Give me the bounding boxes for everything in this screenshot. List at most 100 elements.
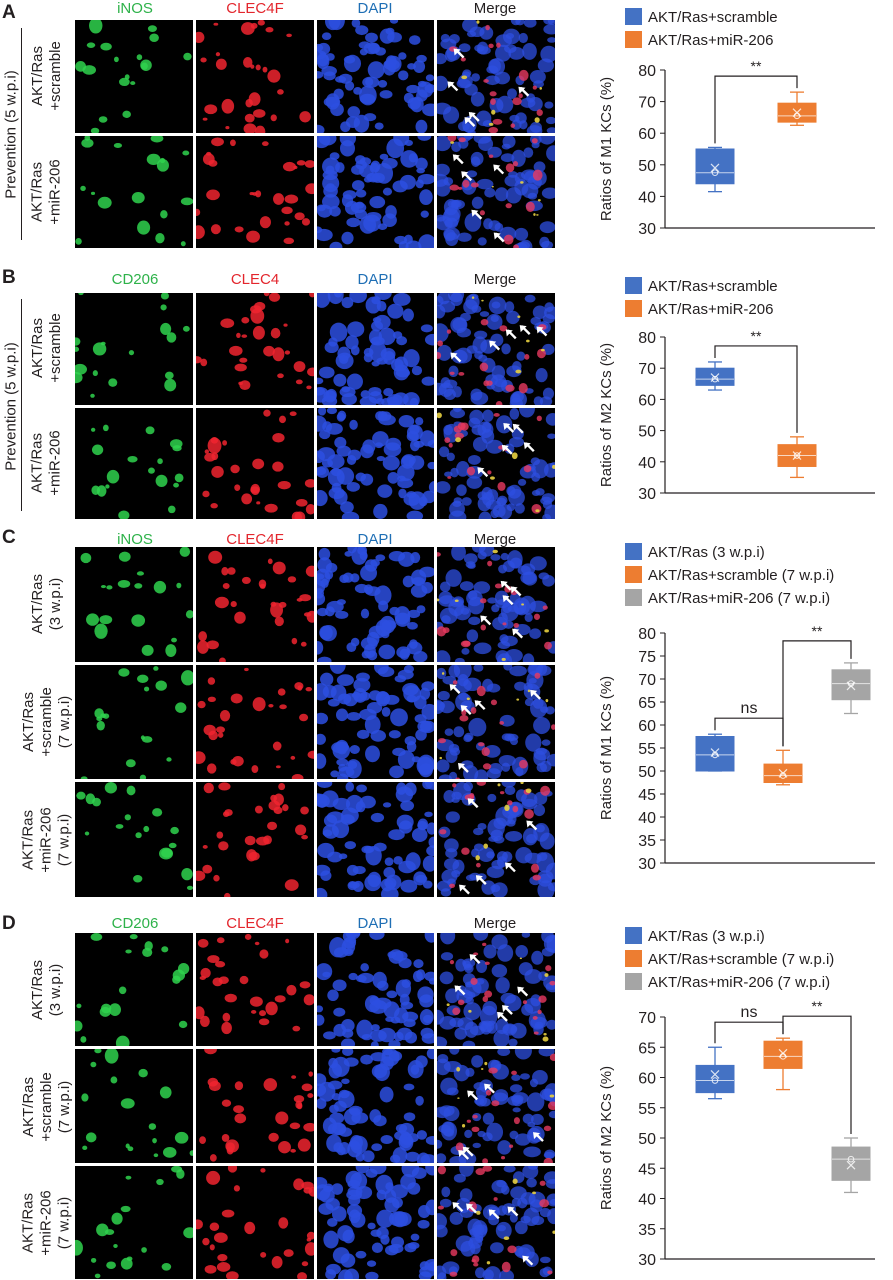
arrow-icon xyxy=(453,153,464,164)
arrow-icon xyxy=(464,117,476,127)
arrow-icon xyxy=(461,170,473,181)
y-tick-label: 40 xyxy=(638,810,656,827)
group-label: Prevention (5 w.p.i) xyxy=(2,341,20,471)
micrograph-tile xyxy=(437,293,555,405)
arrow-icon xyxy=(477,466,489,477)
arrow-icon xyxy=(447,81,459,92)
box-1 xyxy=(777,436,817,479)
y-tick-label: 50 xyxy=(638,158,656,175)
arrow-icon xyxy=(450,352,462,363)
micrograph-tile xyxy=(316,933,435,1047)
micrograph-tile xyxy=(316,782,435,897)
arrow-icon xyxy=(497,1011,509,1022)
arrow-icon xyxy=(476,875,487,886)
micrograph-tile xyxy=(437,547,555,662)
arrow-icon xyxy=(513,423,524,434)
arrow-icon xyxy=(493,232,505,242)
micrograph-tile xyxy=(437,664,555,780)
mean-marker xyxy=(846,1160,856,1170)
y-tick-label: 35 xyxy=(638,833,656,850)
micrograph-tile xyxy=(437,135,555,248)
data-point xyxy=(847,680,855,687)
micrograph-tile xyxy=(437,1049,555,1163)
channel-label-blue: DAPI xyxy=(357,915,393,932)
box-2 xyxy=(831,662,871,715)
channel-label-merge: Merge xyxy=(473,531,517,548)
channel-label-blue: DAPI xyxy=(357,271,393,288)
arrow-icon xyxy=(469,954,481,964)
box-plot-chart: AKT/Ras (3 w.p.i) AKT/Ras+scramble (7 w.p… xyxy=(598,927,875,1269)
arrow-icon xyxy=(488,1209,500,1219)
micrograph-tile xyxy=(195,782,314,897)
box-plot-chart: AKT/Ras (3 w.p.i) AKT/Ras+scramble (7 w.p… xyxy=(598,543,875,873)
arrow-icon xyxy=(459,884,471,895)
significance-label: ns xyxy=(741,700,758,717)
arrow-icon xyxy=(460,704,472,715)
arrow-icon xyxy=(502,444,513,455)
group-bracket xyxy=(21,28,22,240)
y-tick-label: 60 xyxy=(638,392,656,409)
arrow-icon xyxy=(474,699,486,710)
y-tick-label: 30 xyxy=(638,221,656,238)
arrow-icon xyxy=(503,422,515,433)
panel-d: D CD206 CLEC4F DAPI Merge AKT/Ras (3 w.p.… xyxy=(0,905,893,1280)
y-axis-label: Ratios of M1 KCs (%) xyxy=(598,77,615,221)
arrow-icon xyxy=(510,586,522,597)
channel-label-red: CLEC4F xyxy=(226,0,284,17)
y-tick-label: 80 xyxy=(638,63,656,80)
legend-label: AKT/Ras+scramble xyxy=(648,278,778,295)
y-tick-label: 70 xyxy=(638,361,656,378)
row-label: AKT/Ras +miR-206 (7 w.p.i) xyxy=(20,1189,74,1256)
arrow-icon xyxy=(466,1203,478,1214)
box-0 xyxy=(695,146,735,193)
channel-label-green: iNOS xyxy=(117,0,153,17)
legend-swatch xyxy=(625,566,642,583)
data-point xyxy=(779,772,787,779)
row-label: AKT/Ras +scramble xyxy=(29,41,65,111)
micrograph-grid xyxy=(75,547,555,897)
y-tick-label: 50 xyxy=(638,1131,656,1148)
arrow-icon xyxy=(522,1255,534,1266)
channel-labels: CD206 CLEC4F DAPI Merge xyxy=(75,915,555,935)
micrograph-tile xyxy=(75,782,193,897)
legend-swatch xyxy=(625,300,642,317)
y-tick-label: 30 xyxy=(638,856,656,873)
legend-swatch xyxy=(625,973,642,990)
y-tick-label: 40 xyxy=(638,189,656,206)
legend-swatch xyxy=(625,543,642,560)
y-tick-label: 45 xyxy=(638,787,656,804)
row-label: AKT/Ras +scramble (7 w.p.i) xyxy=(20,1071,74,1142)
y-tick-label: 70 xyxy=(638,1010,656,1027)
box-1 xyxy=(763,1037,803,1091)
micrograph-tile xyxy=(195,135,314,248)
arrow-icon xyxy=(452,1201,464,1212)
row-label: AKT/Ras +miR-206 xyxy=(29,159,65,225)
arrow-icon xyxy=(463,1147,474,1157)
y-tick-label: 75 xyxy=(638,649,656,666)
channel-labels: CD206 CLEC4 DAPI Merge xyxy=(75,271,555,291)
channel-labels: iNOS CLEC4F DAPI Merge xyxy=(75,0,555,20)
micrograph-tile xyxy=(437,933,555,1047)
y-tick-label: 50 xyxy=(638,764,656,781)
micrograph-tile xyxy=(316,135,435,248)
micrograph-grid xyxy=(75,933,555,1279)
box-0 xyxy=(695,361,735,391)
arrow-icon xyxy=(467,798,479,809)
panel-b: B CD206 CLEC4 DAPI Merge Prevention (5 w… xyxy=(0,265,893,520)
micrograph-tile xyxy=(195,664,314,780)
micrograph-tile xyxy=(437,20,555,133)
micrograph-grid xyxy=(75,20,555,248)
channel-label-green: iNOS xyxy=(117,531,153,548)
arrow-icon xyxy=(536,326,548,337)
significance-label: ** xyxy=(751,58,762,74)
data-point xyxy=(711,1077,719,1084)
significance-bracket xyxy=(782,1015,852,1134)
significance-bracket xyxy=(714,1021,784,1044)
arrow-icon xyxy=(506,329,517,340)
micrograph-tile xyxy=(75,664,193,780)
micrograph-tile xyxy=(75,135,193,248)
legend-label: AKT/Ras (3 w.p.i) xyxy=(648,544,765,561)
box-body xyxy=(695,736,735,772)
box-body xyxy=(831,669,871,701)
y-tick-label: 35 xyxy=(638,1222,656,1239)
